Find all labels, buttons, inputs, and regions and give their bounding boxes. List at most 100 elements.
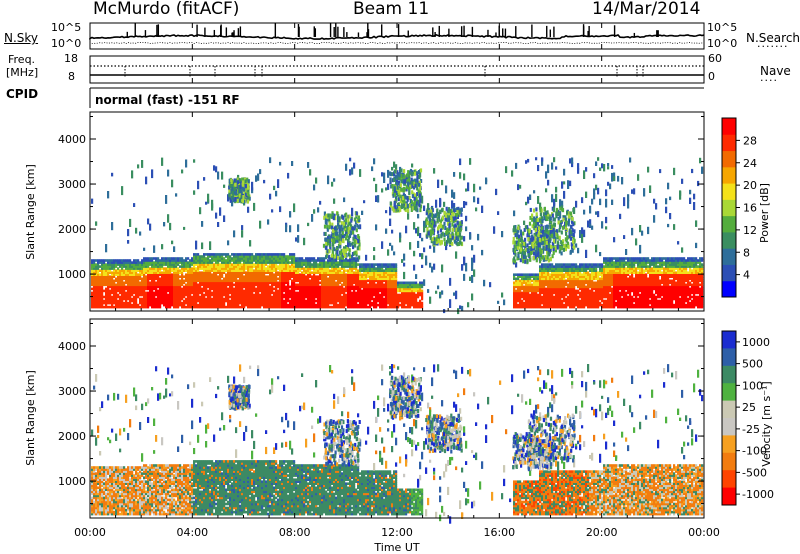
- heatmap-cell: [119, 296, 121, 299]
- heatmap-cell: [315, 304, 317, 307]
- heatmap-cell: [295, 237, 297, 241]
- heatmap-cell: [383, 179, 385, 183]
- heatmap-cell: [409, 282, 411, 285]
- heatmap-cell: [525, 273, 527, 276]
- heatmap-cell: [223, 185, 225, 188]
- heatmap-cell: [217, 253, 219, 256]
- heatmap-cell: [105, 244, 107, 252]
- heatmap-cell: [441, 265, 443, 273]
- heatmap-cell: [147, 292, 149, 295]
- heatmap-cell: [463, 174, 465, 181]
- heatmap-cell: [289, 290, 291, 293]
- heatmap-cell: [255, 253, 257, 256]
- heatmap-cell: [501, 231, 503, 237]
- heatmap-cell: [355, 257, 357, 260]
- heatmap-cell: [437, 286, 439, 290]
- heatmap-cell: [229, 300, 231, 303]
- heatmap-cell: [563, 273, 565, 276]
- heatmap-cell: [299, 257, 301, 260]
- heatmap-cell: [235, 253, 237, 256]
- heatmap-cell: [411, 282, 413, 285]
- heatmap-cell: [531, 284, 533, 287]
- heatmap-cell: [207, 194, 209, 203]
- heatmap-cell: [199, 271, 201, 274]
- heatmap-cell: [579, 263, 581, 266]
- heatmap-cell: [133, 296, 135, 299]
- heatmap-cell: [359, 263, 361, 266]
- heatmap-cell: [451, 190, 453, 198]
- heatmap-cell: [407, 214, 409, 220]
- heatmap-cell: [311, 263, 313, 266]
- heatmap-cell: [523, 221, 525, 225]
- heatmap-cell: [549, 273, 551, 276]
- heatmap-cell: [567, 180, 569, 189]
- heatmap-cell: [131, 304, 133, 307]
- heatmap-cell: [279, 162, 281, 166]
- heatmap-cell: [585, 250, 587, 258]
- heatmap-cell: [569, 181, 571, 186]
- heatmap-cell: [451, 200, 453, 208]
- heatmap-cell: [417, 230, 419, 236]
- heatmap-cell: [185, 257, 187, 260]
- heatmap-cell: [289, 265, 291, 268]
- heatmap-cell: [197, 253, 199, 256]
- heatmap-cell: [469, 277, 471, 281]
- heatmap-cell: [289, 261, 291, 264]
- heatmap-cell: [145, 292, 147, 295]
- heatmap-cell: [367, 263, 369, 266]
- heatmap-cell: [561, 300, 563, 303]
- heatmap-cell: [193, 159, 195, 162]
- heatmap-cell: [289, 225, 291, 232]
- heatmap-cell: [227, 240, 229, 245]
- heatmap-cell: [197, 304, 199, 307]
- heatmap-cell: [537, 165, 539, 171]
- heatmap-cell: [115, 259, 117, 262]
- heatmap-cell: [391, 230, 393, 234]
- heatmap-cell: [183, 275, 185, 278]
- heatmap-cell: [149, 224, 151, 231]
- heatmap-cell: [387, 249, 389, 255]
- heatmap-cell: [107, 191, 109, 198]
- heatmap-cell: [273, 186, 275, 190]
- heatmap-cell: [255, 175, 257, 181]
- heatmap-cell: [569, 263, 571, 266]
- heatmap-cell: [143, 248, 145, 251]
- heatmap-cell: [373, 247, 375, 251]
- heatmap-cell: [563, 191, 565, 199]
- heatmap-cell: [553, 199, 555, 207]
- heatmap-cell: [545, 288, 547, 291]
- heatmap-cell: [127, 259, 129, 262]
- heatmap-cell: [273, 292, 275, 295]
- heatmap-cell: [527, 159, 529, 163]
- heatmap-cell: [231, 253, 233, 256]
- heatmap-cell: [551, 263, 553, 266]
- heatmap-cell: [523, 273, 525, 276]
- heatmap-cell: [139, 298, 141, 301]
- heatmap-cell: [535, 157, 537, 160]
- heatmap-cell: [579, 230, 581, 238]
- heatmap-cell: [517, 184, 519, 190]
- heatmap-cell: [553, 265, 555, 268]
- heatmap-cell: [109, 275, 111, 278]
- heatmap-cell: [201, 221, 203, 227]
- heatmap-cell: [375, 224, 377, 230]
- heatmap-cell: [541, 157, 543, 161]
- heatmap-cell: [419, 233, 421, 238]
- heatmap-cell: [409, 242, 411, 250]
- heatmap-cell: [173, 246, 175, 252]
- heatmap-cell: [277, 278, 279, 281]
- heatmap-cell: [563, 181, 565, 184]
- heatmap-cell: [461, 264, 463, 271]
- heatmap-cell: [189, 259, 191, 262]
- heatmap-cell: [497, 301, 499, 304]
- heatmap-cell: [563, 169, 565, 176]
- heatmap-cell: [571, 263, 573, 266]
- heatmap-cell: [515, 273, 517, 276]
- heatmap-cell: [503, 300, 505, 306]
- heatmap-cell: [577, 168, 579, 173]
- heatmap-cell: [583, 210, 585, 215]
- heatmap-cell: [181, 302, 183, 305]
- heatmap-cell: [537, 294, 539, 297]
- heatmap-cell: [117, 267, 119, 270]
- heatmap-cell: [203, 177, 205, 181]
